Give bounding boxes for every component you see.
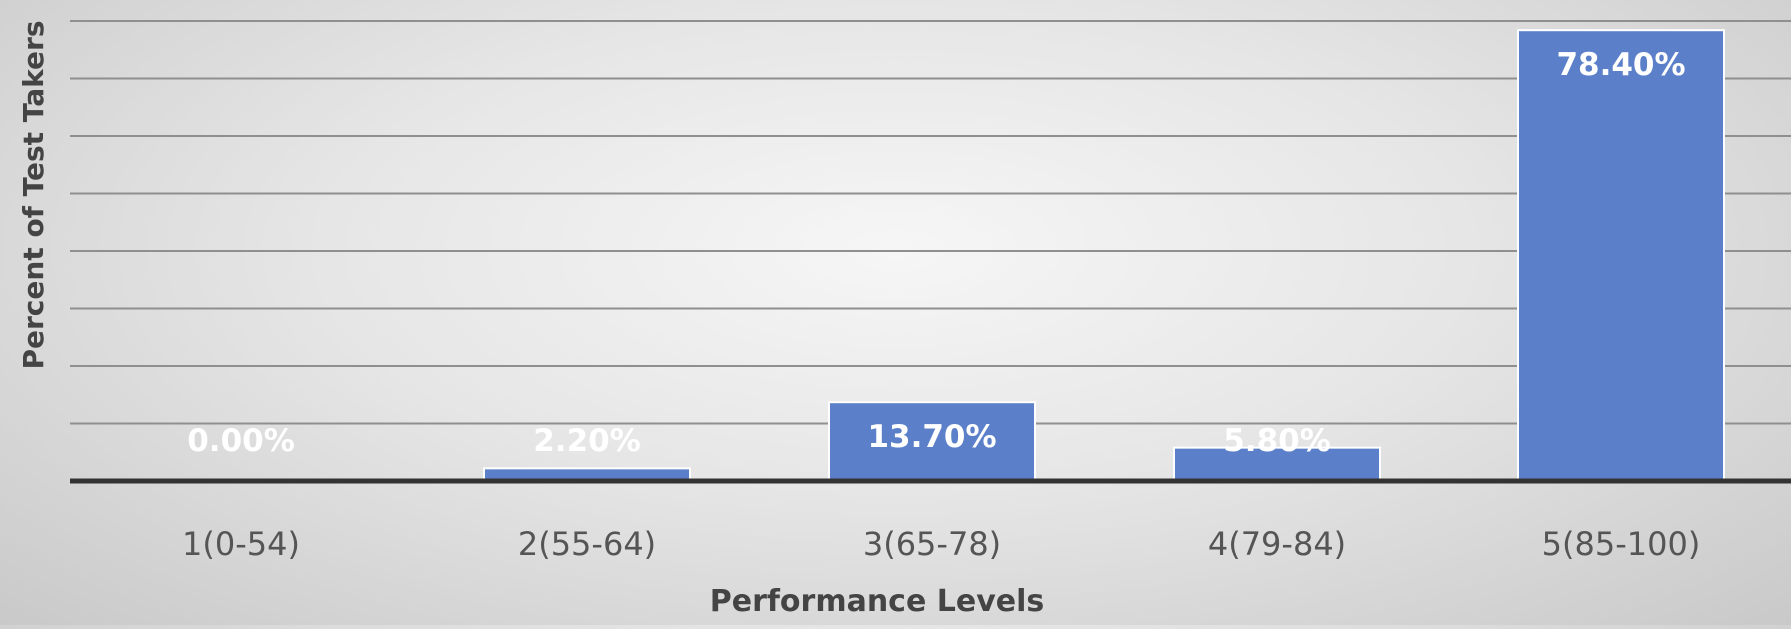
y-axis-title: Percent of Test Takers — [17, 20, 50, 369]
x-tick-labels: 1(0-54) 2(55-64) 3(65-78) 4(79-84) 5(85-100) — [182, 525, 1700, 563]
x-tick-label-1: 1(0-54) — [182, 525, 300, 563]
bars — [483, 29, 1725, 483]
data-label-3: 13.70% — [867, 419, 996, 455]
bar-4 — [1173, 446, 1381, 482]
data-label-4: 5.80% — [1223, 423, 1331, 459]
x-tick-label-3: 3(65-78) — [863, 525, 1001, 563]
bar-3 — [828, 401, 1036, 483]
x-axis-title: Performance Levels — [710, 584, 1045, 619]
data-label-1: 0.00% — [187, 423, 295, 459]
data-labels: 0.00% 2.20% 13.70% 5.80% 78.40% — [187, 47, 1685, 459]
data-label-5: 78.40% — [1556, 47, 1685, 83]
data-label-2: 2.20% — [533, 423, 641, 459]
x-tick-label-4: 4(79-84) — [1208, 525, 1346, 563]
gridlines — [70, 20, 1791, 425]
x-tick-label-2: 2(55-64) — [518, 525, 656, 563]
bar-5 — [1517, 29, 1725, 482]
x-tick-label-5: 5(85-100) — [1542, 525, 1701, 563]
